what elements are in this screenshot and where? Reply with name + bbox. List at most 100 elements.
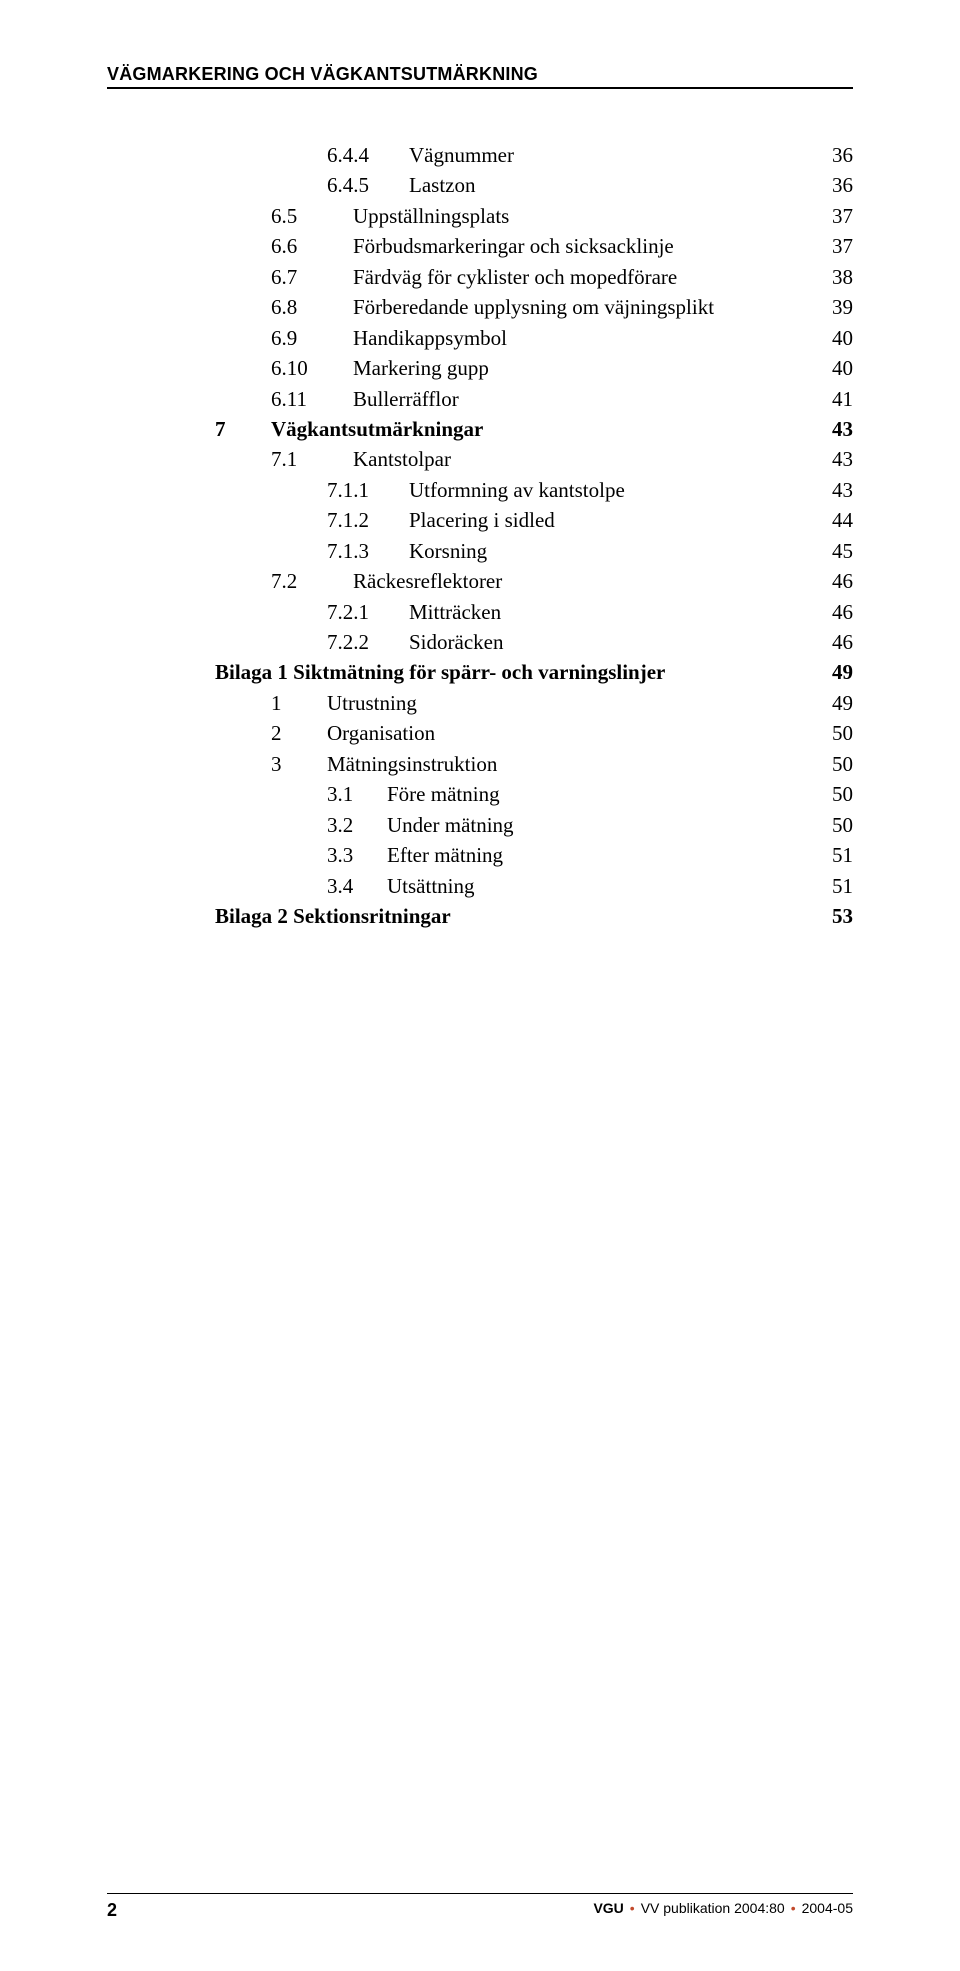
toc-title: Uppställningsplats [353, 201, 509, 231]
toc-row: 1Utrustning 49 [215, 688, 853, 718]
toc-number: 3 [271, 749, 327, 779]
toc-row: 6.11Bullerräfflor 41 [215, 384, 853, 414]
toc-number: Bilaga 1 Siktmätning för spärr- och varn… [215, 657, 665, 687]
toc-page-number: 37 [832, 201, 853, 231]
toc-number: 3.1 [327, 779, 387, 809]
toc-page-number: 53 [832, 901, 853, 931]
toc-page-number: 50 [832, 718, 853, 748]
toc-number: 7.1.1 [327, 475, 409, 505]
toc-row: 6.7Färdväg för cyklister och mopedförare… [215, 262, 853, 292]
toc-title: Mitträcken [409, 597, 501, 627]
toc-number: 3.3 [327, 840, 387, 870]
toc-number: 1 [271, 688, 327, 718]
toc-title: Bullerräfflor [353, 384, 459, 414]
toc-row: 3.4Utsättning 51 [215, 871, 853, 901]
toc-number: 6.8 [271, 292, 353, 322]
toc-page-number: 38 [832, 262, 853, 292]
toc-row: 6.10Markering gupp40 [215, 353, 853, 383]
toc-number: 6.4.4 [327, 140, 409, 170]
toc-number: 7.2.1 [327, 597, 409, 627]
toc-title: Förbudsmarkeringar och sicksacklinje [353, 231, 674, 261]
toc-title: Räckesreflektorer [353, 566, 502, 596]
toc-title: Under mätning [387, 810, 514, 840]
toc-row: 3.2Under mätning 50 [215, 810, 853, 840]
toc-number: 6.10 [271, 353, 353, 383]
toc-page-number: 39 [832, 292, 853, 322]
toc-row: 7.1.3Korsning45 [215, 536, 853, 566]
toc-row: 3Mätningsinstruktion 50 [215, 749, 853, 779]
toc-row: 7.2Räckesreflektorer 46 [215, 566, 853, 596]
toc-page-number: 49 [832, 688, 853, 718]
footer-publication: VGU • VV publikation 2004:80 • 2004-05 [593, 1900, 853, 1921]
toc-page-number: 51 [832, 871, 853, 901]
toc-row: 6.9Handikappsymbol 40 [215, 323, 853, 353]
toc-title: Markering gupp [353, 353, 489, 383]
toc-row: 6.6Förbudsmarkeringar och sicksacklinje3… [215, 231, 853, 261]
toc-page-number: 43 [832, 475, 853, 505]
toc-row: Bilaga 1 Siktmätning för spärr- och varn… [215, 657, 853, 687]
toc-page-number: 45 [832, 536, 853, 566]
toc-number: 6.9 [271, 323, 353, 353]
toc-page-number: 36 [832, 140, 853, 170]
toc-title: Handikappsymbol [353, 323, 507, 353]
toc-page-number: 50 [832, 779, 853, 809]
toc-number: 6.11 [271, 384, 353, 414]
toc-title: Förberedande upplysning om väjningsplikt [353, 292, 714, 322]
toc-title: Vägnummer [409, 140, 514, 170]
toc-row: 6.4.5Lastzon 36 [215, 170, 853, 200]
toc-title: Utsättning [387, 871, 475, 901]
page: VÄGMARKERING OCH VÄGKANTSUTMÄRKNING 6.4.… [0, 0, 960, 1971]
toc-number: 3.2 [327, 810, 387, 840]
toc-row: 3.3Efter mätning51 [215, 840, 853, 870]
toc-row: 7.2.2Sidoräcken 46 [215, 627, 853, 657]
toc-number: Bilaga 2 Sektionsritningar [215, 901, 451, 931]
toc-page-number: 49 [832, 657, 853, 687]
footer: 2 VGU • VV publikation 2004:80 • 2004-05 [107, 1893, 853, 1921]
toc-page-number: 46 [832, 566, 853, 596]
toc-number: 7.2 [271, 566, 353, 596]
toc-title: Efter mätning [387, 840, 503, 870]
toc-page-number: 40 [832, 323, 853, 353]
header-bar: VÄGMARKERING OCH VÄGKANTSUTMÄRKNING [107, 64, 853, 89]
toc-number: 6.7 [271, 262, 353, 292]
toc-row: 7Vägkantsutmärkningar43 [215, 414, 853, 444]
toc-title: Före mätning [387, 779, 500, 809]
toc-number: 2 [271, 718, 327, 748]
toc-row: 6.5Uppställningsplats37 [215, 201, 853, 231]
toc-number: 7 [215, 414, 271, 444]
toc-row: Bilaga 2 Sektionsritningar 53 [215, 901, 853, 931]
toc-row: 7.2.1Mitträcken46 [215, 597, 853, 627]
toc-row: 7.1Kantstolpar 43 [215, 444, 853, 474]
toc-title: Vägkantsutmärkningar [271, 414, 483, 444]
toc-row: 2Organisation 50 [215, 718, 853, 748]
toc-number: 7.1 [271, 444, 353, 474]
toc-page-number: 44 [832, 505, 853, 535]
toc-page-number: 36 [832, 170, 853, 200]
toc-page-number: 50 [832, 749, 853, 779]
footer-dot-icon: • [630, 1900, 635, 1916]
toc-row: 7.1.1Utformning av kantstolpe43 [215, 475, 853, 505]
toc-page-number: 46 [832, 627, 853, 657]
toc-page-number: 41 [832, 384, 853, 414]
toc-page-number: 50 [832, 810, 853, 840]
toc-title: Sidoräcken [409, 627, 503, 657]
toc-page-number: 43 [832, 444, 853, 474]
table-of-contents: 6.4.4Vägnummer366.4.5Lastzon366.5Uppstäl… [215, 140, 853, 931]
toc-title: Kantstolpar [353, 444, 451, 474]
footer-vgu-label: VGU [593, 1900, 623, 1916]
header-title: VÄGMARKERING OCH VÄGKANTSUTMÄRKNING [107, 64, 538, 84]
toc-title: Färdväg för cyklister och mopedförare [353, 262, 677, 292]
toc-number: 3.4 [327, 871, 387, 901]
toc-row: 6.8Förberedande upplysning om väjningspl… [215, 292, 853, 322]
toc-row: 7.1.2Placering i sidled44 [215, 505, 853, 535]
footer-date: 2004-05 [802, 1900, 853, 1916]
toc-row: 6.4.4Vägnummer 36 [215, 140, 853, 170]
footer-dot-icon: • [791, 1900, 796, 1916]
toc-number: 7.2.2 [327, 627, 409, 657]
toc-title: Lastzon [409, 170, 475, 200]
toc-title: Korsning [409, 536, 487, 566]
toc-title: Utrustning [327, 688, 417, 718]
toc-title: Organisation [327, 718, 435, 748]
toc-title: Mätningsinstruktion [327, 749, 497, 779]
toc-number: 6.4.5 [327, 170, 409, 200]
